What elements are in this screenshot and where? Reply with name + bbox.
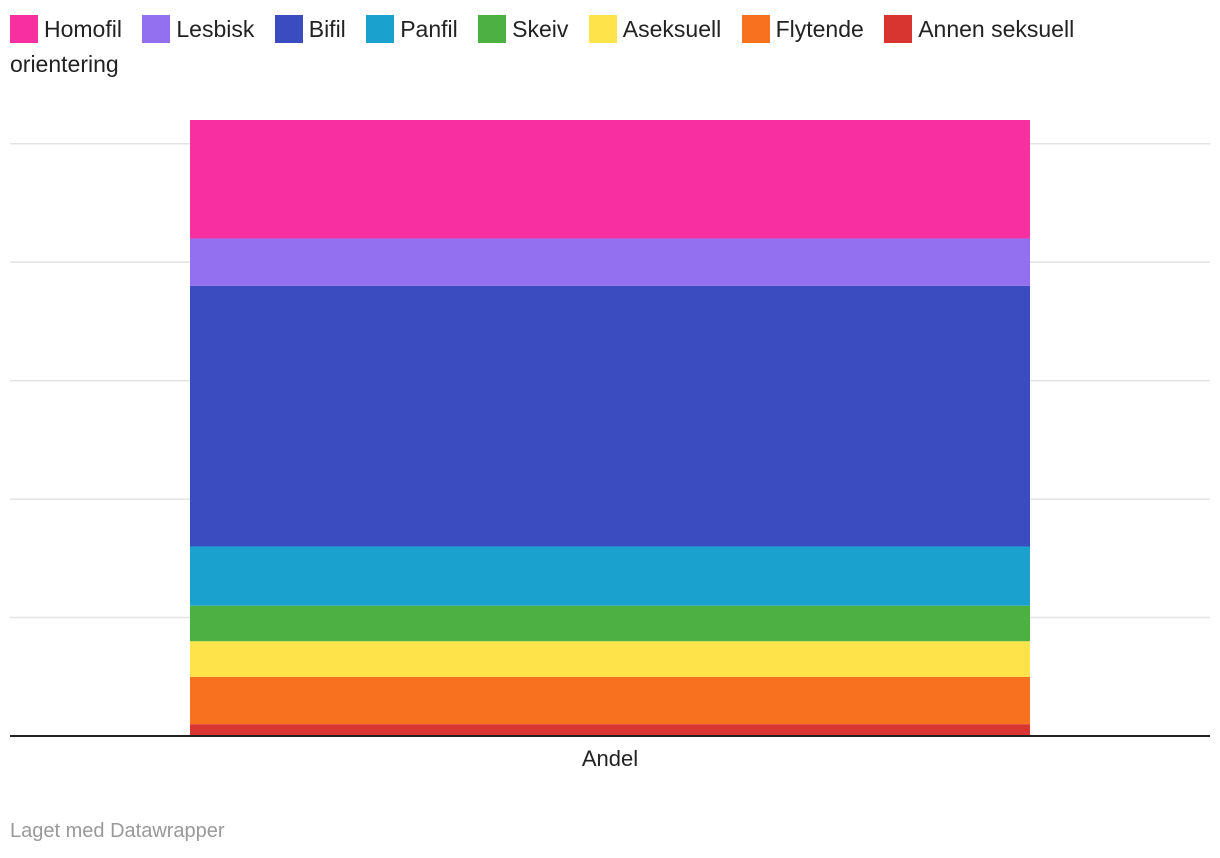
legend-item: Aseksuell: [588, 15, 722, 43]
legend-label: Homofil: [44, 16, 122, 42]
legend-label: Bifil: [308, 16, 346, 42]
legend-swatch: [741, 15, 770, 43]
bar-segment: [190, 546, 1030, 606]
legend-swatch: [142, 15, 171, 43]
legend-swatch: [478, 15, 507, 43]
legend-swatch: [366, 15, 395, 43]
legend-label: Skeiv: [512, 16, 569, 42]
legend: Homofil Lesbisk Bifil Panfil Skeiv Aseks…: [10, 12, 1160, 82]
bar-segment: [190, 120, 1030, 239]
legend-item: Flytende: [741, 15, 864, 43]
legend-label: Flytende: [775, 16, 864, 42]
legend-swatch: [274, 15, 303, 43]
bar-segment: [190, 285, 1030, 547]
legend-item: Skeiv: [478, 15, 569, 43]
legend-label: Annen seksuell orientering: [10, 16, 1075, 77]
legend-item: Lesbisk: [142, 15, 255, 43]
bar-segment: [190, 605, 1030, 642]
legend-item: Bifil: [274, 15, 346, 43]
bar-segment: [190, 676, 1030, 725]
legend-label: Panfil: [400, 16, 458, 42]
legend-swatch: [588, 15, 617, 43]
legend-label: Lesbisk: [176, 16, 255, 42]
bar-segment: [190, 238, 1030, 286]
bar-segment: [190, 641, 1030, 677]
legend-swatch: [884, 15, 913, 43]
legend-item: Panfil: [366, 15, 458, 43]
legend-swatch: [10, 15, 38, 43]
credit: Laget med Datawrapper: [10, 820, 225, 842]
legend-label: Aseksuell: [622, 16, 722, 42]
legend-item: Annen seksuell orientering: [10, 15, 1075, 77]
legend-item: Homofil: [10, 15, 122, 43]
bar-segment: [190, 724, 1030, 736]
x-tick-label: Andel: [582, 746, 638, 771]
